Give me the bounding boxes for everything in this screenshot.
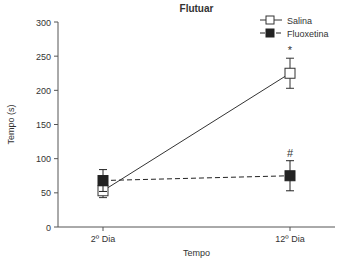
error-bar	[286, 58, 294, 88]
annotations: *#	[287, 44, 294, 158]
annotation: #	[287, 147, 294, 159]
x-axis-line	[58, 227, 335, 228]
y-tick-label: 0	[46, 223, 51, 233]
plot-area	[98, 58, 295, 197]
x-axis-label: Tempo	[183, 248, 210, 258]
y-tick	[54, 124, 58, 125]
legend: Salina Fluoxetina	[260, 16, 329, 39]
y-tick-label: 300	[36, 18, 51, 28]
annotation: *	[288, 44, 293, 56]
series-line	[103, 73, 290, 191]
y-tick	[54, 56, 58, 57]
y-tick-label: 100	[36, 154, 51, 164]
y-axis-label: Tempo (s)	[6, 104, 16, 144]
title: Flutuar	[180, 3, 214, 14]
error-cap	[286, 88, 294, 89]
x-tick-label: 2º Dia	[91, 234, 115, 244]
y-tick	[54, 158, 58, 159]
marker	[285, 68, 295, 78]
error-cap	[99, 191, 107, 192]
error-cap	[99, 197, 107, 198]
error-bar	[286, 161, 294, 191]
y-tick	[54, 90, 58, 91]
y-tick	[54, 227, 58, 228]
error-cap	[286, 58, 294, 59]
legend-label: Fluoxetina	[287, 29, 329, 39]
error-cap	[286, 190, 294, 191]
y-tick	[54, 22, 58, 23]
error-bar	[99, 170, 107, 192]
legend-marker	[266, 16, 274, 24]
x-tick	[103, 227, 104, 231]
y-tick-label: 50	[41, 188, 51, 198]
legend-marker	[266, 29, 274, 37]
y-tick	[54, 192, 58, 193]
y-tick-label: 200	[36, 86, 51, 96]
marker	[98, 176, 108, 186]
x-tick-label: 12º Dia	[275, 234, 304, 244]
chart-svg: Flutuar 0 50 100 150 200 250 300 Tempo (s) 2º Dia…	[0, 0, 347, 261]
chart-container: Flutuar 0 50 100 150 200 250 300 Tempo (s) 2º Dia…	[0, 0, 347, 261]
series-line	[103, 176, 290, 181]
error-cap	[286, 160, 294, 161]
x-tick	[290, 227, 291, 231]
y-tick-label: 150	[36, 120, 51, 130]
legend-label: Salina	[287, 16, 312, 26]
y-tick-label: 250	[36, 52, 51, 62]
marker	[285, 171, 295, 181]
error-cap	[99, 169, 107, 170]
